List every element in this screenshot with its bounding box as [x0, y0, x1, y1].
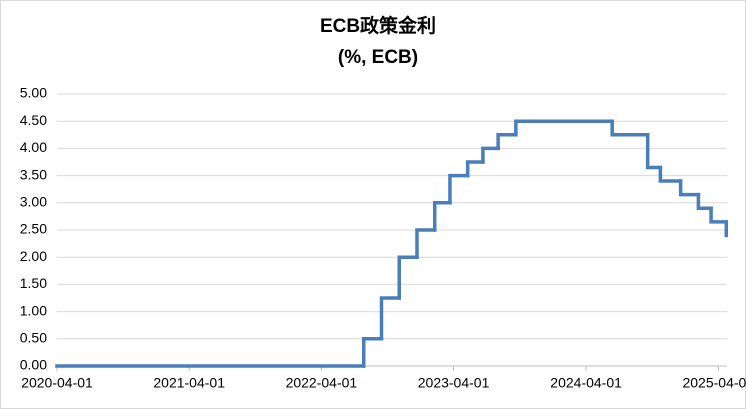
x-tick-label: 2022-04-01 [286, 375, 358, 391]
y-tick-label: 5.00 [20, 85, 47, 101]
y-tick-label: 0.00 [20, 357, 47, 373]
step-segment [696, 192, 713, 210]
y-tick-label: 0.50 [20, 330, 47, 346]
step-segment [496, 133, 518, 151]
step-segment [362, 337, 384, 368]
step-segment [481, 146, 500, 164]
step-segment [678, 179, 701, 197]
step-segment [610, 119, 650, 137]
x-tick-label: 2025-04-01 [682, 375, 746, 391]
step-segment [465, 160, 485, 178]
y-tick-label: 4.00 [20, 139, 47, 155]
x-tick-label: 2021-04-01 [153, 375, 225, 391]
x-tick-label: 2020-04-01 [21, 375, 93, 391]
y-tick-label: 4.50 [20, 112, 47, 128]
y-tick-label: 2.00 [20, 248, 47, 264]
step-segment [658, 165, 683, 183]
chart-title: ECB政策金利 [320, 14, 436, 37]
step-segment [709, 206, 729, 224]
step-segment [448, 173, 470, 205]
chart-subtitle: (%, ECB) [338, 47, 418, 68]
step-segment [514, 119, 614, 137]
x-tick-label: 2024-04-01 [550, 375, 622, 391]
y-tick-label: 2.50 [20, 221, 47, 237]
step-segment [397, 255, 419, 300]
step-segment [415, 228, 437, 259]
y-tick-label: 1.50 [20, 275, 47, 291]
step-segment [379, 296, 401, 341]
y-tick-label: 1.00 [20, 302, 47, 318]
y-tick-label: 3.00 [20, 194, 47, 210]
y-tick-label: 3.50 [20, 166, 47, 182]
x-tick-label: 2023-04-01 [418, 375, 490, 391]
step-segment [432, 201, 452, 232]
step-segment [645, 133, 663, 170]
